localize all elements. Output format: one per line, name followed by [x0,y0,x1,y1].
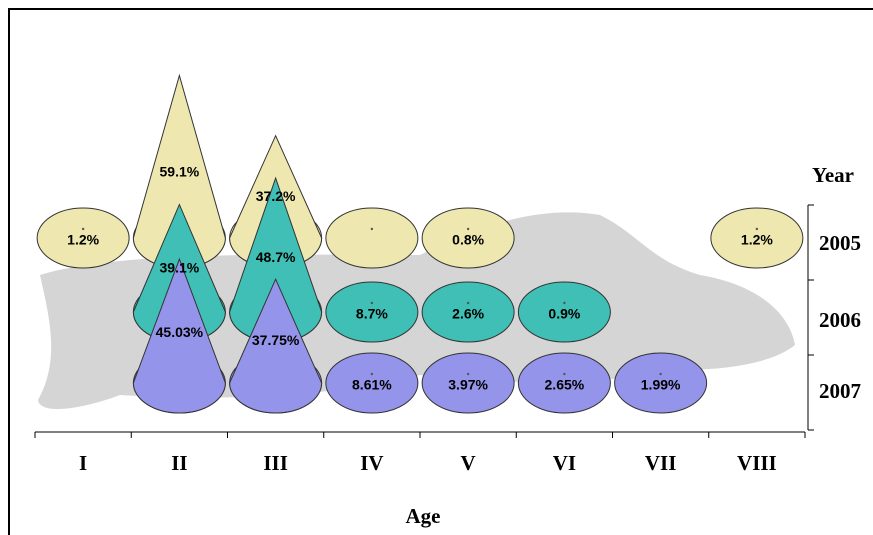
x-axis-label: Age [406,504,441,528]
cone-part [563,301,566,305]
cone-part [517,352,611,414]
cone [421,281,515,343]
cone-part [710,207,804,269]
cone-part [370,372,374,376]
cone [229,277,323,414]
frame [8,8,873,535]
cone [517,281,611,343]
value-label: 8.61% [352,377,392,393]
cone-part [81,227,85,231]
x-tick-label: I [79,451,87,475]
cone [421,207,515,269]
cone-part [421,281,515,343]
value-label: 8.7% [356,306,388,322]
cone [517,352,611,414]
x-tick-label: VII [645,451,677,475]
value-label: 1.2% [67,232,99,248]
x-tick-label: VI [553,451,576,475]
value-label: 37.75% [252,332,300,348]
value-label: 45.03% [156,324,204,340]
x-tick-label: II [171,451,187,475]
cone-part [370,301,374,305]
cone-part [563,372,566,376]
cone-part [325,281,419,343]
series-label: 2007 [819,379,861,403]
value-label: 2.65% [545,377,585,393]
value-label: 0.8% [452,232,484,248]
x-tick-label: III [263,451,288,475]
cone [132,257,226,414]
cone [325,352,419,414]
cone-part [325,207,419,269]
cone-part [229,277,323,414]
cone [614,352,708,414]
cone [36,207,130,269]
series-label: 2005 [819,231,861,255]
cone-part [370,227,374,231]
value-label: 1.99% [641,377,681,393]
x-tick-label: IV [360,451,383,475]
cone [421,352,515,414]
x-tick-label: VIII [737,451,777,475]
value-label: 48.7% [256,249,296,265]
value-label: 0.9% [548,306,580,322]
cone-part [421,207,515,269]
cone-part [421,352,515,414]
cone-part [659,372,662,376]
value-label: 2.6% [452,306,484,322]
series-label: 2006 [819,308,861,332]
value-label: 59.1% [160,164,200,180]
value-label: 3.97% [448,377,488,393]
cone-part [325,352,419,414]
x-tick-label: V [461,451,476,475]
cone-part [614,352,708,414]
cone-part [466,301,470,305]
cone-part [466,372,470,376]
value-label: 37.2% [256,188,296,204]
cone-part [36,207,130,269]
series-axis-label: Year [812,163,854,187]
cone [710,207,804,269]
cone-part [466,227,470,231]
cone-part [132,257,226,414]
value-label: 1.2% [741,232,773,248]
cone [325,281,419,343]
cone [325,207,419,269]
cone-part [755,227,759,231]
cone-part [517,281,611,343]
value-label: 39.1% [160,260,200,276]
